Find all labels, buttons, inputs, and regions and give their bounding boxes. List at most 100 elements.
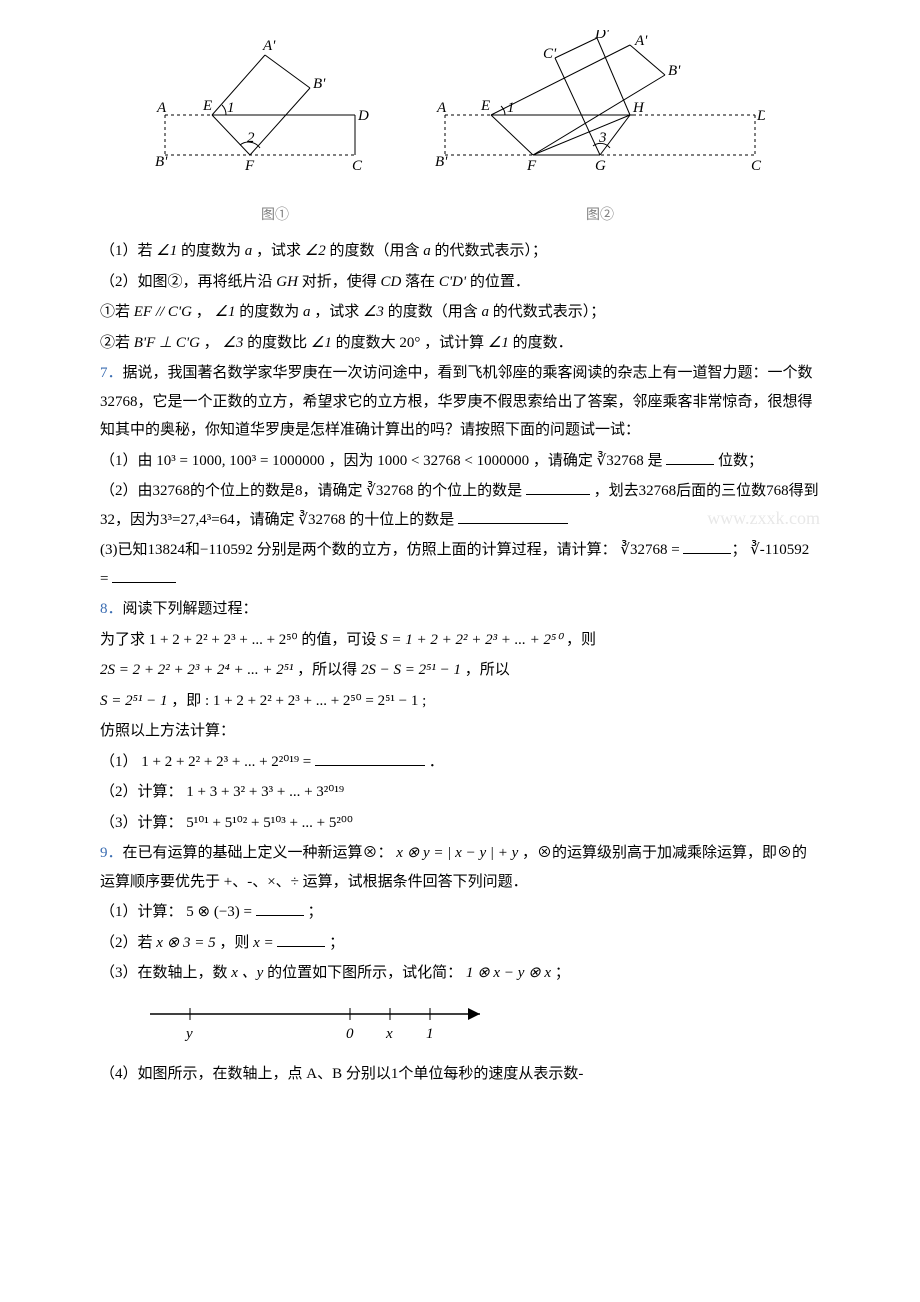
q8-sub1: （1） 1 + 2 + 2² + 2³ + ... + 2²⁰¹⁹ = ． [100,748,820,777]
svg-text:y: y [184,1026,193,1042]
text: 的度数为 [181,243,241,259]
text: 的度数为 [239,304,299,320]
text: ， [196,304,211,320]
text: 的十位上的数是 [349,512,454,528]
text: ； [308,904,323,920]
q7-intro: 据说，我国著名数学家华罗庚在一次访问途中，看到飞机邻座的乘客阅读的杂志上有一道智… [100,365,813,438]
text: 是 [647,453,662,469]
figure-1: A B' E F C D A' B' 1 2 图① [155,30,395,229]
figure-2-svg: A B' E F G H C D A' B' C' D' 1 3 [435,30,765,190]
blank[interactable] [683,540,731,555]
q7-p1: （1）由 10³ = 1000, 100³ = 1000000 ，因为 1000… [100,447,820,476]
text: ; [422,693,426,709]
math: 1000 < 32768 < 1000000 [377,453,529,469]
text: 的度数． [513,335,573,351]
math: ∛32768 [366,483,413,499]
q9-p2: （2）若 x ⊗ 3 = 5 ，则 x = ； [100,929,820,958]
math: 1 + 2 + 2² + 2³ + ... + 2⁵⁰ [149,632,298,648]
q8-number: 8． [100,601,123,617]
svg-text:3: 3 [598,130,607,146]
figures-row: A B' E F C D A' B' 1 2 图① [100,30,820,229]
math: ∠1 [156,243,177,259]
math: GH [276,274,298,290]
svg-text:A': A' [262,38,276,54]
svg-text:D: D [756,108,765,124]
figure-2: A B' E F G H C D A' B' C' D' 1 3 图② [435,30,765,229]
q8-line1: 为了求 1 + 2 + 2² + 2³ + ... + 2⁵⁰ 的值，可设 S … [100,626,820,655]
math: a [481,304,489,320]
text: ，则 [566,632,596,648]
blank[interactable] [256,902,304,917]
q9-number: 9． [100,845,123,861]
svg-text:1: 1 [507,100,515,116]
text: ，因为 [328,453,373,469]
text: （1）由 [100,453,153,469]
watermark: www.zxxk.com [707,501,820,535]
svg-text:G: G [595,158,606,174]
math: CD [380,274,401,290]
text: ②若 [100,335,130,351]
math: EF // C'G [134,304,192,320]
math: x = [253,935,274,951]
text: 的个位上的数是 [417,483,522,499]
q8-line2: 2S = 2 + 2² + 2³ + 2⁴ + ... + 2⁵¹ ，所以得 2… [100,656,820,685]
math: a [423,243,431,259]
math: ∛32768 [298,512,345,528]
text: 落在 [405,274,435,290]
svg-text:C: C [352,158,363,174]
math: ∛-110592 [750,542,809,558]
blank[interactable] [666,450,714,465]
math: ∠3 [363,304,384,320]
math: 2S − S = 2⁵¹ − 1 [361,662,461,678]
blank[interactable] [315,751,425,766]
text: ①若 [100,304,130,320]
blank[interactable] [526,481,590,496]
text: ， [204,335,219,351]
math: 1 + 2 + 2² + 2³ + ... + 2⁵⁰ = 2⁵¹ − 1 [213,693,418,709]
q9-p4: （4）如图所示，在数轴上，点 A、B 分别以1个单位每秒的速度从表示数- [100,1060,820,1089]
math: 2S = 2 + 2² + 2³ + 2⁴ + ... + 2⁵¹ [100,662,293,678]
text: ，所以 [465,662,510,678]
text: 的度数（用含 [388,304,478,320]
text: = [671,542,683,558]
text: ； [555,965,570,981]
svg-text:1: 1 [426,1026,434,1042]
svg-text:C': C' [543,46,557,62]
math: ∠1 [311,335,332,351]
q6-p1: （1）若 ∠1 的度数为 a ，试求 ∠2 的度数（用含 a 的代数式表示）； [100,237,820,266]
text: （3）在数轴上，数 [100,965,228,981]
svg-text:B': B' [668,63,681,79]
text: 的度数（用含 [329,243,419,259]
q6-p2: （2）如图②，再将纸片沿 GH 对折，使得 CD 落在 C'D' 的位置． [100,268,820,297]
q9-p1: （1）计算： 5 ⊗ (−3) = ； [100,898,820,927]
svg-text:A': A' [634,33,648,49]
text: （3）计算： [100,815,183,831]
math: 1 + 2 + 2² + 2³ + ... + 2²⁰¹⁹ = [141,754,311,770]
q8-line4: 仿照以上方法计算： [100,717,820,746]
text: （2）由32768的个位上的数是8，请确定 [100,483,363,499]
math: 1 + 3 + 3² + 3³ + ... + 3²⁰¹⁹ [186,784,344,800]
text: = [100,571,112,587]
svg-text:D: D [357,108,369,124]
math: 20° [399,335,420,351]
text: ，所以得 [297,662,357,678]
text: ，试求 [256,243,301,259]
svg-text:x: x [385,1026,393,1042]
q7-p3: (3)已知13824和−110592 分别是两个数的立方，仿照上面的计算过程，请… [100,536,820,593]
svg-text:0: 0 [346,1026,354,1042]
text: ，请确定 [533,453,593,469]
text: 为了求 [100,632,145,648]
text: 在已有运算的基础上定义一种新运算⊗： [123,845,393,861]
math: x ⊗ 3 = 5 [156,935,215,951]
text: （2）若 [100,935,153,951]
math: S = 1 + 2 + 2² + 2³ + ... + 2⁵⁰ [380,632,562,648]
svg-text:A: A [436,100,447,116]
blank[interactable] [277,932,325,947]
math: x ⊗ y = | x − y | + y [396,845,518,861]
blank[interactable] [112,568,176,583]
text: 的代数式表示）； [493,304,606,320]
svg-text:F: F [526,158,537,174]
svg-text:B': B' [313,76,326,92]
blank[interactable] [458,509,568,524]
q6-p3: ①若 EF // C'G ， ∠1 的度数为 a ，试求 ∠3 的度数（用含 a… [100,298,820,327]
